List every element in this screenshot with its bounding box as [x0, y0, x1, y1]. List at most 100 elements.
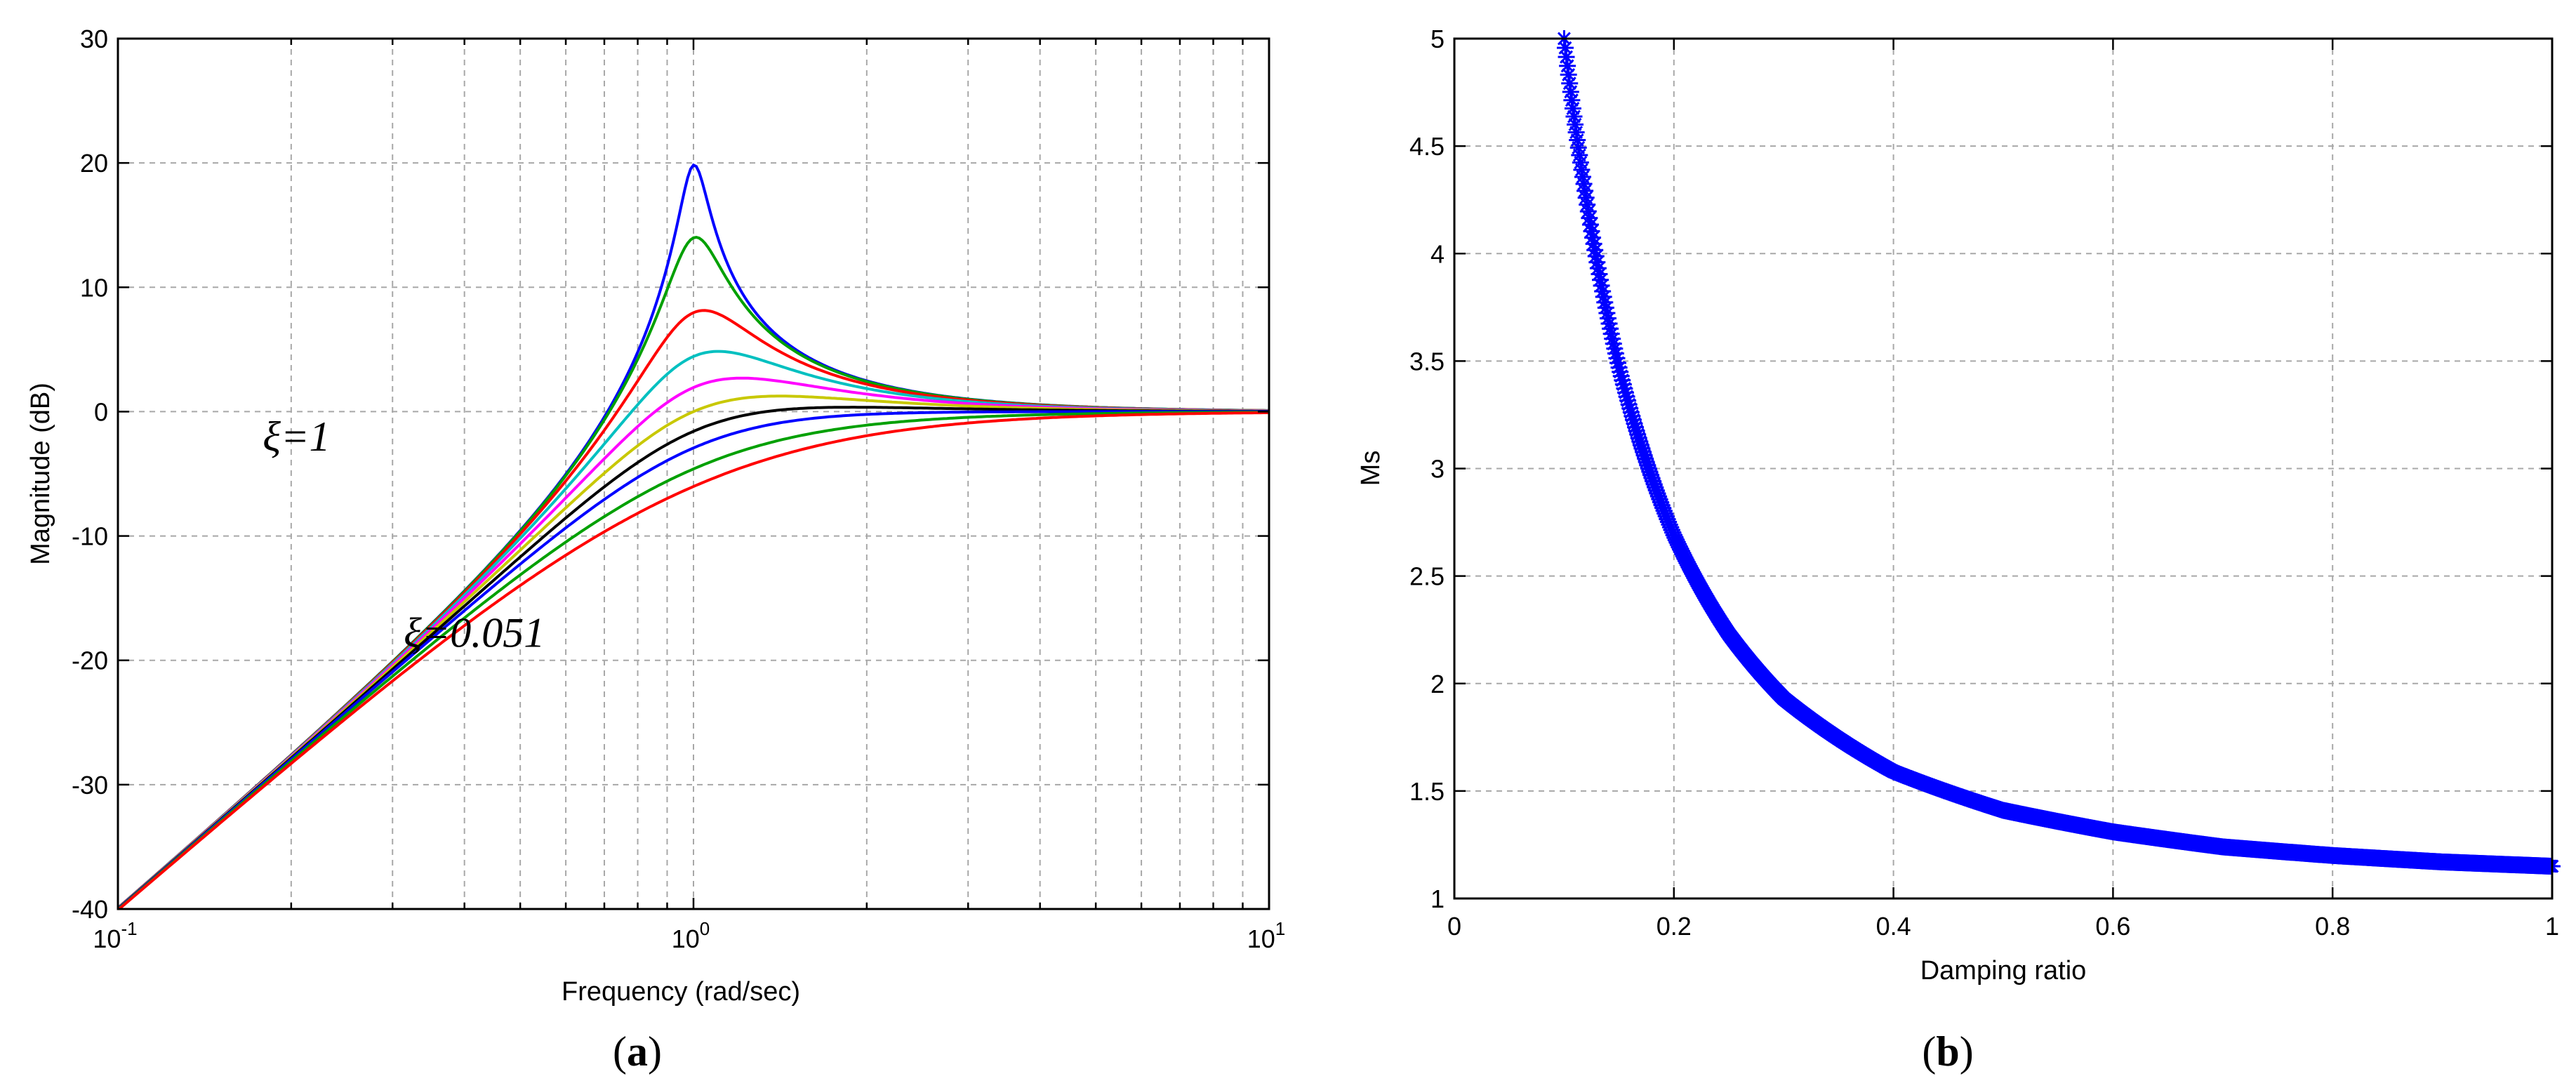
ms-star-marker	[1639, 456, 1657, 474]
ms-star-marker	[1649, 488, 1667, 505]
ms-star-marker	[1637, 450, 1654, 467]
ms-star-marker	[1556, 39, 1574, 57]
ms-star-marker	[1594, 282, 1612, 300]
ms-star-marker	[1621, 399, 1639, 417]
panel-b-grid	[1454, 39, 2552, 898]
ms-star-marker	[1645, 475, 1663, 493]
ms-star-marker	[1587, 248, 1605, 265]
ms-star-marker	[1602, 320, 1619, 338]
ms-star-marker	[1661, 516, 1678, 533]
ms-star-marker	[1633, 439, 1651, 457]
ms-star-marker	[1655, 502, 1673, 519]
ms-star-marker	[1584, 229, 1602, 246]
ms-star-marker	[1608, 350, 1626, 367]
ms-star-marker	[1651, 491, 1668, 508]
ms-star-marker	[1563, 91, 1581, 109]
ms-star-marker	[1638, 453, 1655, 471]
ms-star-marker	[1569, 131, 1586, 149]
ms-star-marker	[1607, 345, 1624, 362]
y-tick-label: 20	[80, 149, 108, 178]
panel-a-curves	[117, 163, 1270, 910]
ms-star-marker	[1632, 437, 1649, 454]
ms-star-marker	[1593, 277, 1610, 294]
ms-star-marker	[1659, 513, 1677, 531]
ms-star-marker	[1569, 139, 1587, 157]
ms-star-marker	[1626, 415, 1643, 432]
panel-a-grid	[118, 39, 1269, 909]
ms-star-marker	[1559, 57, 1576, 74]
ms-star-marker	[1616, 380, 1633, 397]
ms-star-marker	[1614, 376, 1632, 393]
x-tick-label: 0.2	[1657, 912, 1692, 941]
ms-star-marker	[1574, 168, 1591, 186]
ms-star-marker	[1602, 325, 1620, 343]
ms-star-marker	[1640, 460, 1657, 477]
panel-a-bode-plot: -40 -30 -20 -10 0 10 20 30 10-1 100 101 ξ=1 ξ=0.05…	[26, 25, 1285, 1075]
y-tick-label: 4.5	[1409, 132, 1445, 161]
panel-b-xlabel: Damping ratio	[1920, 956, 2087, 986]
ms-star-marker	[1589, 260, 1607, 277]
ms-star-marker	[1576, 182, 1594, 199]
ms-star-marker	[1598, 305, 1616, 322]
panel-a-xlabel: Frequency (rad/sec)	[562, 977, 800, 1007]
ms-star-marker	[1604, 330, 1621, 347]
y-tick-label: 10	[80, 273, 108, 302]
annotation-zeta-0051: ξ=0.051	[404, 610, 545, 656]
ms-star-marker	[1567, 124, 1585, 141]
ms-star-marker	[1565, 108, 1583, 126]
ms-star-marker	[1641, 463, 1659, 481]
ms-star-marker	[1605, 335, 1622, 352]
ms-star-marker	[1618, 388, 1635, 406]
ms-star-marker	[1606, 340, 1624, 357]
ms-star-marker	[1579, 203, 1597, 220]
ms-star-marker	[1627, 418, 1645, 436]
x-tick-label: 100	[672, 918, 710, 953]
ms-star-marker	[1600, 314, 1618, 332]
y-tick-label: 30	[80, 25, 108, 53]
ms-star-marker	[1635, 446, 1653, 464]
ms-star-marker	[1577, 189, 1595, 206]
annotation-zeta-1: ξ=1	[263, 413, 330, 460]
y-tick-label: 0	[94, 397, 108, 426]
y-tick-label: 1	[1430, 884, 1445, 913]
ms-star-marker	[1595, 288, 1612, 305]
y-tick-label: 3	[1430, 455, 1445, 484]
ms-star-marker	[1585, 235, 1602, 253]
y-tick-label: -10	[72, 522, 108, 551]
ms-star-marker	[1591, 265, 1608, 283]
x-tick-label: 0	[1447, 912, 1461, 941]
ms-star-marker	[1571, 147, 1588, 164]
ms-star-marker	[1581, 209, 1598, 227]
ms-star-marker	[1622, 404, 1640, 421]
ms-star-marker	[1586, 241, 1604, 259]
ms-star-marker	[1562, 83, 1579, 100]
ms-star-marker	[1664, 524, 1682, 541]
ms-star-marker	[1649, 484, 1666, 502]
y-tick-label: 4	[1430, 239, 1445, 268]
y-tick-label: 5	[1430, 25, 1445, 53]
ms-star-marker	[1657, 505, 1674, 522]
x-tick-label: 0.8	[2315, 912, 2350, 941]
ms-star-marker	[1652, 493, 1670, 511]
y-tick-label: 1.5	[1409, 777, 1445, 806]
ms-star-marker	[1609, 354, 1627, 371]
ms-star-marker	[1575, 175, 1593, 193]
ms-star-marker	[1583, 223, 1600, 240]
ms-star-marker	[1654, 499, 1672, 517]
ms-star-marker	[1564, 100, 1581, 117]
panel-b-caption: (b)	[1922, 1028, 1973, 1075]
y-tick-label: -20	[72, 646, 108, 675]
y-tick-label: -40	[72, 895, 108, 924]
ms-star-marker	[1612, 363, 1629, 380]
ms-star-marker	[1643, 470, 1661, 487]
panel-b-ylabel: Ms	[1356, 451, 1386, 486]
panel-a-ticks: -40 -30 -20 -10 0 10 20 30 10-1 100 101	[72, 25, 1285, 953]
y-tick-label: -30	[72, 771, 108, 800]
bode-curve-zeta-0_85	[117, 411, 1269, 910]
ms-star-marker	[1624, 407, 1641, 425]
y-tick-label: 2.5	[1409, 562, 1445, 591]
ms-star-marker	[1592, 271, 1609, 288]
ms-star-marker	[1579, 196, 1596, 213]
x-tick-label: 10-1	[93, 918, 137, 953]
